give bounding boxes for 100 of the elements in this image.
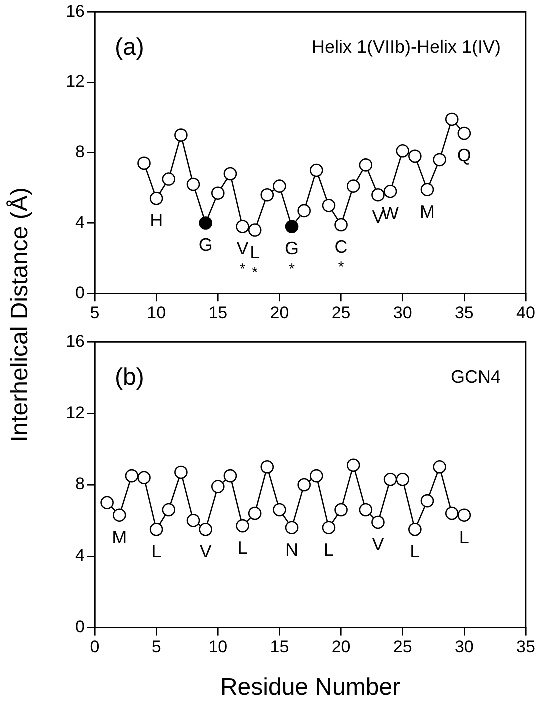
annotation: L [152, 542, 162, 562]
point [408, 522, 422, 536]
point [384, 184, 398, 198]
point [445, 112, 459, 126]
x-axis-title: Residue Number [220, 674, 401, 702]
x-tick-label: 25 [393, 638, 412, 657]
x-tick-label: 35 [454, 303, 474, 322]
point [396, 472, 410, 486]
annotation: W [382, 204, 400, 224]
x-tick-label: 30 [393, 303, 412, 322]
x-tick-label: 15 [208, 303, 228, 322]
point [396, 144, 410, 158]
point [372, 188, 385, 202]
y-tick-label: 8 [76, 142, 85, 162]
point [445, 506, 459, 520]
point [322, 521, 336, 534]
point [211, 480, 225, 494]
point [359, 158, 373, 172]
x-tick-label: 30 [454, 638, 474, 657]
point [273, 180, 286, 193]
y-tick-label: 12 [66, 403, 85, 422]
y-tick-label: 12 [66, 72, 85, 92]
point [322, 199, 336, 212]
point [310, 469, 324, 483]
y-tick-label: 4 [76, 546, 85, 566]
point [285, 521, 299, 534]
annotation: V [236, 238, 249, 259]
annotation: V [372, 534, 384, 554]
point [433, 153, 446, 167]
point [346, 180, 360, 193]
annotation: * [240, 260, 246, 278]
annotation: V [200, 542, 212, 562]
point [162, 172, 176, 186]
point [162, 503, 176, 517]
point [420, 494, 434, 508]
x-tick-label: 10 [208, 638, 228, 657]
y-tick-label: 0 [76, 617, 85, 636]
x-tick-label: 5 [152, 638, 162, 657]
x-tick-label: 0 [90, 638, 100, 657]
annotation: Q [457, 146, 472, 166]
point [112, 508, 126, 522]
point [125, 469, 139, 483]
point [298, 478, 311, 492]
annotation: L [459, 527, 470, 548]
point [174, 466, 188, 480]
annotation: * [252, 264, 258, 282]
x-tick-label: 40 [516, 303, 536, 322]
point [458, 508, 472, 522]
x-tick-label: 20 [332, 638, 351, 657]
point [408, 150, 422, 164]
point [260, 460, 274, 474]
point [138, 156, 151, 170]
point [174, 128, 188, 142]
annotation: L [250, 242, 260, 262]
point [334, 218, 348, 232]
y-tick-label: 16 [66, 332, 85, 351]
point [199, 522, 212, 536]
point [346, 458, 360, 472]
x-tick-label: 15 [270, 638, 290, 657]
point [420, 183, 434, 196]
point [298, 204, 311, 218]
point [310, 164, 324, 178]
point [273, 503, 286, 517]
annotation: G [285, 238, 300, 259]
annotation: C [334, 236, 348, 257]
y-tick-label: 0 [76, 283, 85, 302]
annotation: L [410, 542, 420, 562]
point [248, 224, 262, 237]
point [260, 188, 274, 202]
point [224, 469, 238, 483]
point [186, 514, 200, 528]
point [236, 519, 250, 533]
annotation: H [150, 210, 164, 231]
annotation: L [324, 540, 334, 560]
point [186, 178, 200, 192]
y-tick-label: 16 [66, 2, 85, 21]
point [285, 220, 299, 234]
annotation: Helix 1(VIIb)-Helix 1(IV) [312, 37, 501, 58]
point [224, 167, 238, 181]
point [248, 506, 262, 520]
annotation: GCN4 [450, 367, 501, 388]
y-tick-label: 8 [76, 474, 85, 494]
annotation: * [289, 260, 296, 278]
annotation: L [238, 538, 248, 558]
point [359, 503, 373, 517]
annotation: M [112, 527, 128, 548]
point [433, 460, 446, 474]
point [384, 472, 398, 486]
x-tick-label: 5 [90, 303, 100, 322]
annotation: G [198, 235, 213, 256]
annotation: * [338, 259, 344, 276]
point [211, 186, 225, 200]
point [100, 496, 114, 510]
annotation: M [420, 202, 435, 222]
annotation: N [286, 540, 299, 560]
point [199, 216, 212, 230]
point [236, 220, 250, 234]
point [138, 471, 151, 485]
y-axis-title: Interhelical Distance (Å) [6, 188, 34, 442]
point [334, 503, 348, 517]
